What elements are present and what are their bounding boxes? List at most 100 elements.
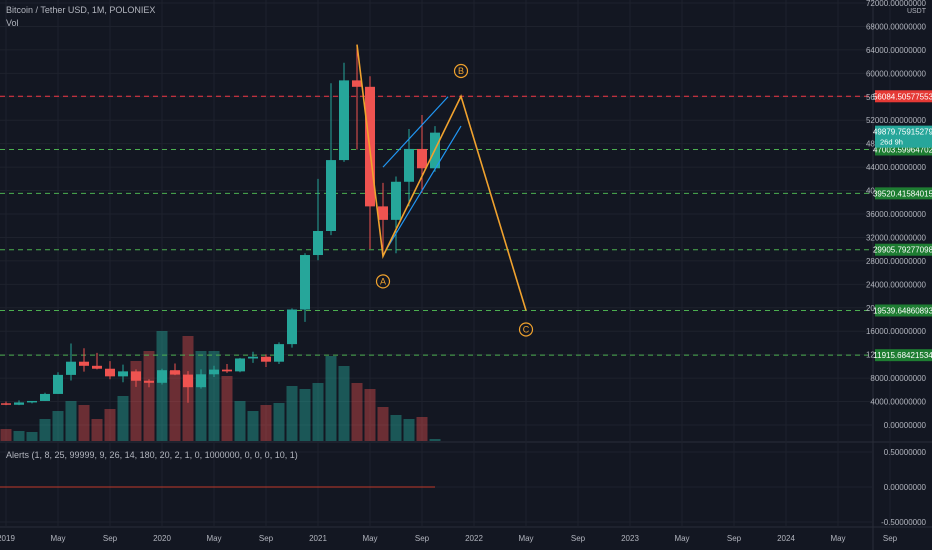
candle-body <box>40 393 50 401</box>
volume-bar <box>13 431 25 441</box>
candle-body <box>417 148 427 169</box>
level-price-label: 11915.68421534 <box>873 351 932 360</box>
level-price-badge <box>875 90 932 103</box>
candle-body <box>248 356 258 359</box>
time-tick-label: Sep <box>103 534 118 543</box>
time-tick-label: May <box>518 534 533 543</box>
time-tick-label: Sep <box>883 534 898 543</box>
volume-label: Vol <box>6 18 19 28</box>
time-axis[interactable]: 2019 May Sep 2020 May Sep 2021 May Sep 2022 May Sep… <box>0 534 898 543</box>
abc-zigzag-line <box>356 44 527 311</box>
volume-bar <box>26 432 38 441</box>
volume-bar <box>429 439 441 441</box>
candle-body <box>235 358 245 372</box>
time-tick-label: May <box>50 534 65 543</box>
level-price-badge <box>875 243 932 256</box>
volume-bar <box>221 376 233 441</box>
volume-bar <box>156 331 168 441</box>
current-price-label: 49879.75915279 <box>873 128 932 137</box>
level-price-label: 19539.64860893 <box>873 306 932 315</box>
price-badges: 56084.50577553 47003.59964702 39520.415840… <box>873 90 932 362</box>
level-price-label: 29905.79277098 <box>873 246 932 255</box>
candle-body <box>300 255 310 310</box>
volume-bar <box>377 407 389 441</box>
currency-label: USDT <box>907 8 927 15</box>
candlesticks <box>1 44 440 406</box>
volume-bar <box>286 386 298 441</box>
wave-label-b: B <box>458 66 464 76</box>
indicator-tick-label: 0.00000000 <box>884 483 927 492</box>
candle-body <box>313 230 323 256</box>
volume-bar <box>78 405 90 441</box>
price-tick-label: 24000.00000000 <box>866 280 927 289</box>
time-tick-label: 2020 <box>153 534 171 543</box>
time-tick-label: May <box>674 534 689 543</box>
time-tick-label: 2024 <box>777 534 795 543</box>
channel-line <box>382 96 449 168</box>
volume-bar <box>403 419 415 441</box>
level-price-badge <box>875 187 932 200</box>
alerts-indicator-pane <box>0 451 873 523</box>
volume-bar <box>364 389 376 441</box>
price-tick-label: 4000.00000000 <box>870 398 926 407</box>
wave-label-a: A <box>380 276 386 286</box>
price-tick-label: 52000.00000000 <box>866 116 927 125</box>
candle-body <box>53 374 63 394</box>
candle-body <box>14 402 24 405</box>
candle-body <box>27 400 37 403</box>
wave-label-circle <box>453 63 469 79</box>
alerts-indicator-label: Alerts (1, 8, 25, 99999, 9, 26, 14, 180,… <box>6 450 298 460</box>
time-tick-label: May <box>830 534 845 543</box>
price-tick-label: 64000.00000000 <box>866 46 927 55</box>
candle-body <box>261 356 271 362</box>
volume-bar <box>208 351 220 441</box>
candle-body <box>92 365 102 369</box>
wave-label-c: C <box>523 324 530 334</box>
volume-bar <box>351 383 363 441</box>
level-price-label: 56084.50577553 <box>873 92 932 101</box>
wave-label-circle <box>518 322 534 337</box>
time-tick-label: Sep <box>259 534 274 543</box>
candle-body <box>131 371 141 381</box>
price-tick-label: 8000.00000000 <box>870 374 926 383</box>
time-tick-label: 2019 <box>0 534 15 543</box>
parallel-channel <box>382 96 462 256</box>
current-price-badge <box>875 125 932 148</box>
candle-body <box>391 181 401 220</box>
candle-body <box>183 374 193 388</box>
volume-bar <box>91 419 103 441</box>
price-tick-label: 28000.00000000 <box>866 257 927 266</box>
candle-body <box>170 370 180 375</box>
volume-bar <box>325 356 337 441</box>
price-tick-label: 32000.00000000 <box>866 233 927 242</box>
level-price-label: 39520.41584015 <box>873 189 932 198</box>
candle-body <box>287 309 297 345</box>
volume-bar <box>169 371 181 441</box>
channel-line <box>382 125 462 256</box>
volume-bar <box>299 389 311 441</box>
indicator-tick-label: -0.50000000 <box>881 518 926 527</box>
candle-body <box>157 370 167 383</box>
volume-bar <box>338 366 350 441</box>
candle-body <box>196 374 206 388</box>
level-price-badge <box>875 349 932 362</box>
time-tick-label: May <box>206 534 221 543</box>
volume-bar <box>117 396 129 441</box>
candle-body <box>404 148 414 182</box>
candle-body <box>326 160 336 231</box>
candle-body <box>209 369 219 375</box>
indicator-tick-label: 0.50000000 <box>884 448 927 457</box>
candle-body <box>378 206 388 220</box>
candle-body <box>144 380 154 383</box>
candle-body <box>339 80 349 161</box>
candle-body <box>1 403 11 405</box>
price-tick-label: 36000.00000000 <box>866 210 927 219</box>
time-tick-label: May <box>362 534 377 543</box>
candle-countdown: 26d 9h <box>880 138 903 147</box>
volume-bar <box>65 401 77 441</box>
price-tick-label: 60000.00000000 <box>866 69 927 78</box>
volume-bar <box>52 411 64 441</box>
wave-label-circle <box>375 274 391 289</box>
price-tick-label: 72000.00000000 <box>866 0 927 8</box>
